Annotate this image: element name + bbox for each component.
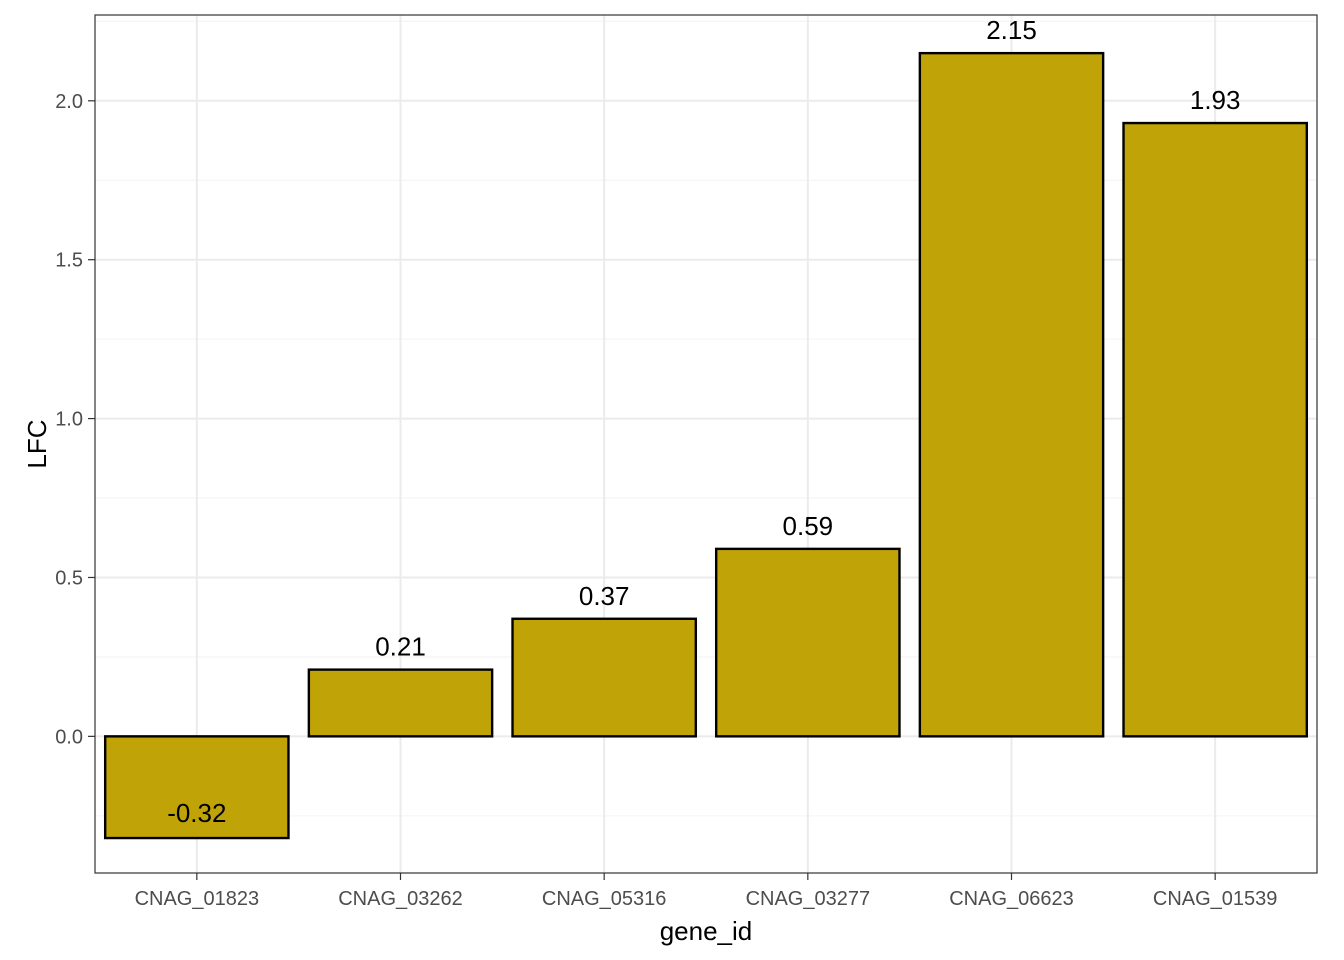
bar-cnag-01539 (1122, 121, 1309, 738)
y-tick-label: 0.5 (55, 567, 83, 589)
y-tick-label: 2.0 (55, 91, 83, 113)
x-tick-label: CNAG_06623 (949, 888, 1074, 910)
bar-cnag-06623 (918, 51, 1105, 738)
y-tick-label: 1.5 (55, 250, 83, 272)
data-label: 0.21 (375, 632, 426, 662)
x-axis-title: gene_id (660, 916, 753, 946)
x-tick-label: CNAG_05316 (542, 888, 667, 910)
panel-background (95, 15, 1317, 873)
x-tick-label: CNAG_01823 (135, 888, 260, 910)
data-label: 2.15 (986, 15, 1037, 45)
data-label: 0.37 (579, 581, 630, 611)
data-label: 0.59 (783, 511, 834, 541)
bar-cnag-05316 (511, 617, 698, 738)
y-axis-title: LFC (22, 419, 52, 468)
x-axis: CNAG_01823 CNAG_03262 CNAG_05316 CNAG_03277… (135, 873, 1278, 910)
y-tick-label: 0.0 (55, 726, 83, 748)
panel-border (94, 14, 1318, 874)
x-tick-label: CNAG_03277 (746, 888, 871, 910)
x-tick-label: CNAG_01539 (1153, 888, 1278, 910)
bars (103, 51, 1309, 840)
x-tick-label: CNAG_03262 (338, 888, 463, 910)
data-label: -0.32 (167, 798, 226, 828)
bar-cnag-03277 (714, 547, 901, 738)
data-label: 1.93 (1190, 85, 1241, 115)
y-axis: 0.0 0.5 1.0 1.5 2.0 (55, 91, 95, 748)
data-labels: -0.32 0.21 0.37 0.59 2.15 1.93 (167, 15, 1240, 828)
bar-cnag-03262 (307, 668, 494, 738)
bar-cnag-01823 (103, 735, 290, 840)
y-tick-label: 1.0 (55, 409, 83, 431)
